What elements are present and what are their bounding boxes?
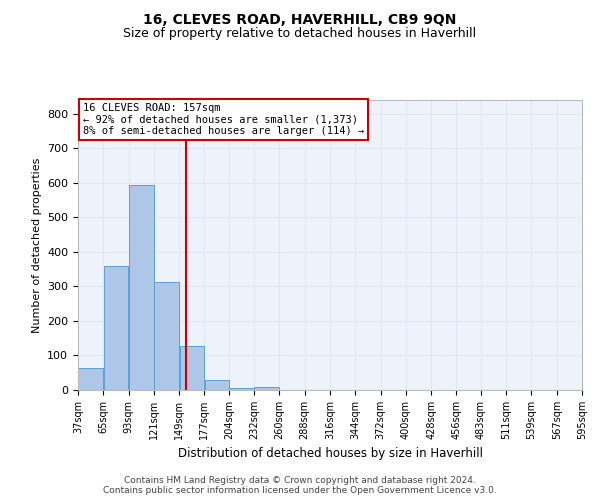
- Text: 16, CLEVES ROAD, HAVERHILL, CB9 9QN: 16, CLEVES ROAD, HAVERHILL, CB9 9QN: [143, 12, 457, 26]
- X-axis label: Distribution of detached houses by size in Haverhill: Distribution of detached houses by size …: [178, 448, 482, 460]
- Bar: [79, 368, 103, 390]
- Text: Size of property relative to detached houses in Haverhill: Size of property relative to detached ho…: [124, 28, 476, 40]
- Bar: [254, 386, 279, 390]
- Bar: [229, 388, 254, 390]
- Text: 16 CLEVES ROAD: 157sqm
← 92% of detached houses are smaller (1,373)
8% of semi-d: 16 CLEVES ROAD: 157sqm ← 92% of detached…: [83, 103, 364, 136]
- Text: Contains HM Land Registry data © Crown copyright and database right 2024.
Contai: Contains HM Land Registry data © Crown c…: [103, 476, 497, 495]
- Bar: [104, 266, 128, 390]
- Bar: [179, 346, 204, 390]
- Y-axis label: Number of detached properties: Number of detached properties: [32, 158, 41, 332]
- Bar: [129, 184, 154, 390]
- Bar: [205, 380, 229, 390]
- Bar: [154, 282, 179, 390]
